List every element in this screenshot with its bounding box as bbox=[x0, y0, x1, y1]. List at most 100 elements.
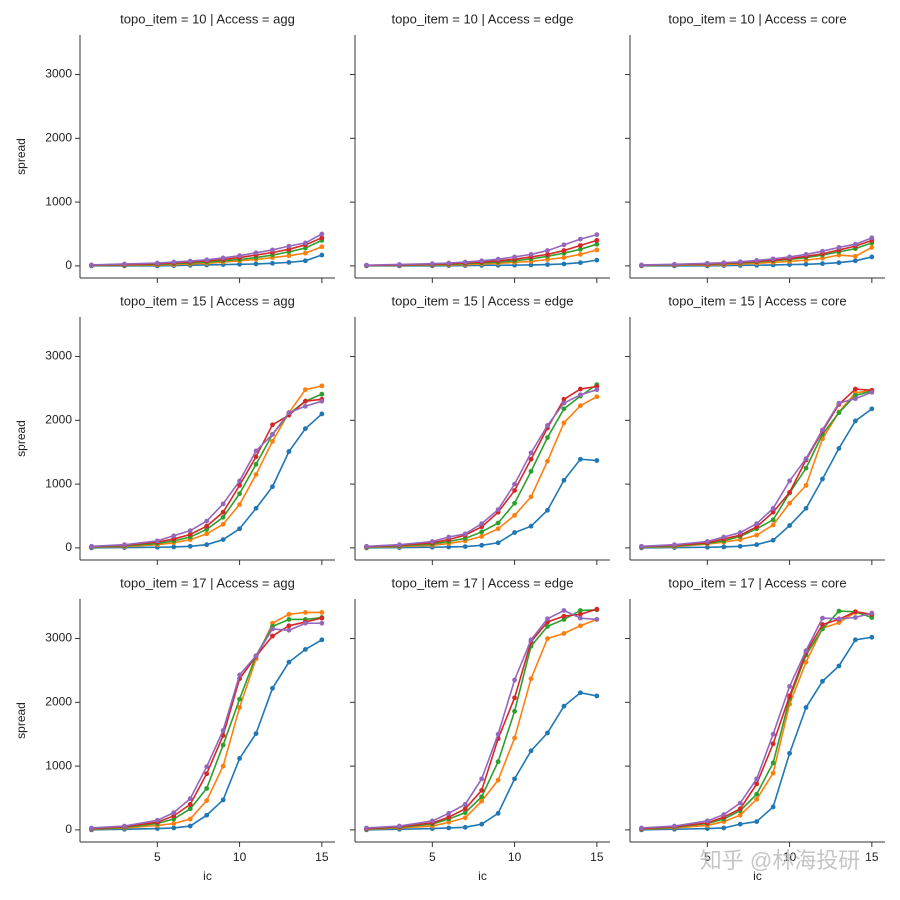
point bbox=[561, 631, 567, 636]
point bbox=[869, 254, 875, 260]
point bbox=[545, 507, 550, 513]
point bbox=[770, 505, 776, 511]
point bbox=[803, 252, 809, 257]
point bbox=[237, 696, 242, 702]
point bbox=[319, 244, 325, 250]
point bbox=[770, 770, 776, 776]
point bbox=[220, 763, 226, 769]
point bbox=[286, 253, 292, 259]
point bbox=[545, 458, 550, 464]
point bbox=[479, 776, 485, 782]
point bbox=[545, 423, 550, 428]
point bbox=[429, 818, 435, 824]
point bbox=[528, 494, 534, 500]
point bbox=[270, 626, 275, 632]
point bbox=[319, 615, 325, 621]
point bbox=[577, 403, 583, 409]
point bbox=[594, 241, 600, 247]
point bbox=[479, 521, 485, 527]
point bbox=[512, 695, 517, 701]
point bbox=[770, 517, 776, 523]
point bbox=[302, 387, 308, 393]
point bbox=[820, 427, 825, 433]
point bbox=[577, 611, 583, 617]
point bbox=[869, 610, 875, 616]
point bbox=[171, 810, 177, 816]
point bbox=[204, 542, 210, 548]
point bbox=[594, 232, 600, 238]
point bbox=[237, 482, 242, 488]
point bbox=[577, 243, 583, 248]
point bbox=[770, 760, 776, 766]
point bbox=[787, 500, 792, 506]
point bbox=[852, 258, 858, 264]
point bbox=[204, 531, 210, 537]
point bbox=[319, 391, 325, 397]
y-tick-label: 1000 bbox=[45, 758, 72, 772]
y-tick-label: 3000 bbox=[45, 349, 72, 363]
point bbox=[171, 259, 177, 265]
point bbox=[512, 735, 517, 741]
point bbox=[561, 400, 567, 406]
point bbox=[302, 620, 308, 626]
series-line bbox=[91, 617, 323, 830]
point bbox=[171, 821, 177, 826]
panel-title: topo_item = 10 | Access = agg bbox=[120, 11, 295, 26]
x-tick-label: 5 bbox=[704, 850, 711, 864]
point bbox=[528, 262, 534, 268]
point bbox=[803, 482, 809, 488]
point bbox=[286, 659, 292, 665]
point bbox=[187, 532, 193, 537]
point bbox=[253, 250, 259, 256]
point bbox=[787, 489, 792, 495]
point bbox=[237, 261, 242, 267]
point bbox=[237, 756, 242, 761]
point bbox=[512, 776, 517, 782]
point bbox=[803, 465, 809, 471]
point bbox=[594, 606, 600, 612]
point bbox=[561, 406, 567, 412]
point bbox=[787, 254, 792, 260]
point bbox=[462, 544, 468, 550]
point bbox=[577, 615, 583, 621]
point bbox=[187, 816, 193, 822]
point bbox=[770, 522, 776, 528]
point bbox=[672, 261, 677, 267]
point bbox=[302, 646, 308, 652]
point bbox=[721, 544, 727, 550]
point bbox=[122, 261, 127, 267]
point bbox=[577, 236, 583, 242]
point bbox=[528, 468, 534, 474]
y-tick-label: 2000 bbox=[45, 412, 72, 426]
point bbox=[270, 633, 275, 639]
point bbox=[479, 258, 485, 264]
point bbox=[462, 806, 468, 812]
point bbox=[836, 244, 842, 250]
point bbox=[237, 502, 242, 507]
point bbox=[204, 786, 210, 791]
point bbox=[302, 398, 308, 404]
point bbox=[171, 533, 177, 539]
point bbox=[869, 634, 875, 640]
x-tick-label: 15 bbox=[315, 850, 329, 864]
point bbox=[528, 748, 534, 754]
point bbox=[577, 252, 583, 257]
point bbox=[479, 821, 485, 827]
point bbox=[253, 448, 259, 454]
point bbox=[302, 609, 308, 615]
panel-title: topo_item = 17 | Access = agg bbox=[120, 575, 295, 590]
point bbox=[512, 677, 517, 683]
point bbox=[286, 611, 292, 617]
point bbox=[204, 257, 210, 263]
point bbox=[869, 244, 875, 250]
point bbox=[319, 235, 325, 241]
y-tick-label: 0 bbox=[65, 258, 72, 272]
point bbox=[852, 609, 858, 615]
point bbox=[187, 806, 193, 812]
point bbox=[577, 690, 583, 696]
series-line bbox=[91, 622, 322, 829]
point bbox=[446, 544, 452, 550]
point bbox=[495, 526, 501, 532]
point bbox=[237, 253, 242, 259]
